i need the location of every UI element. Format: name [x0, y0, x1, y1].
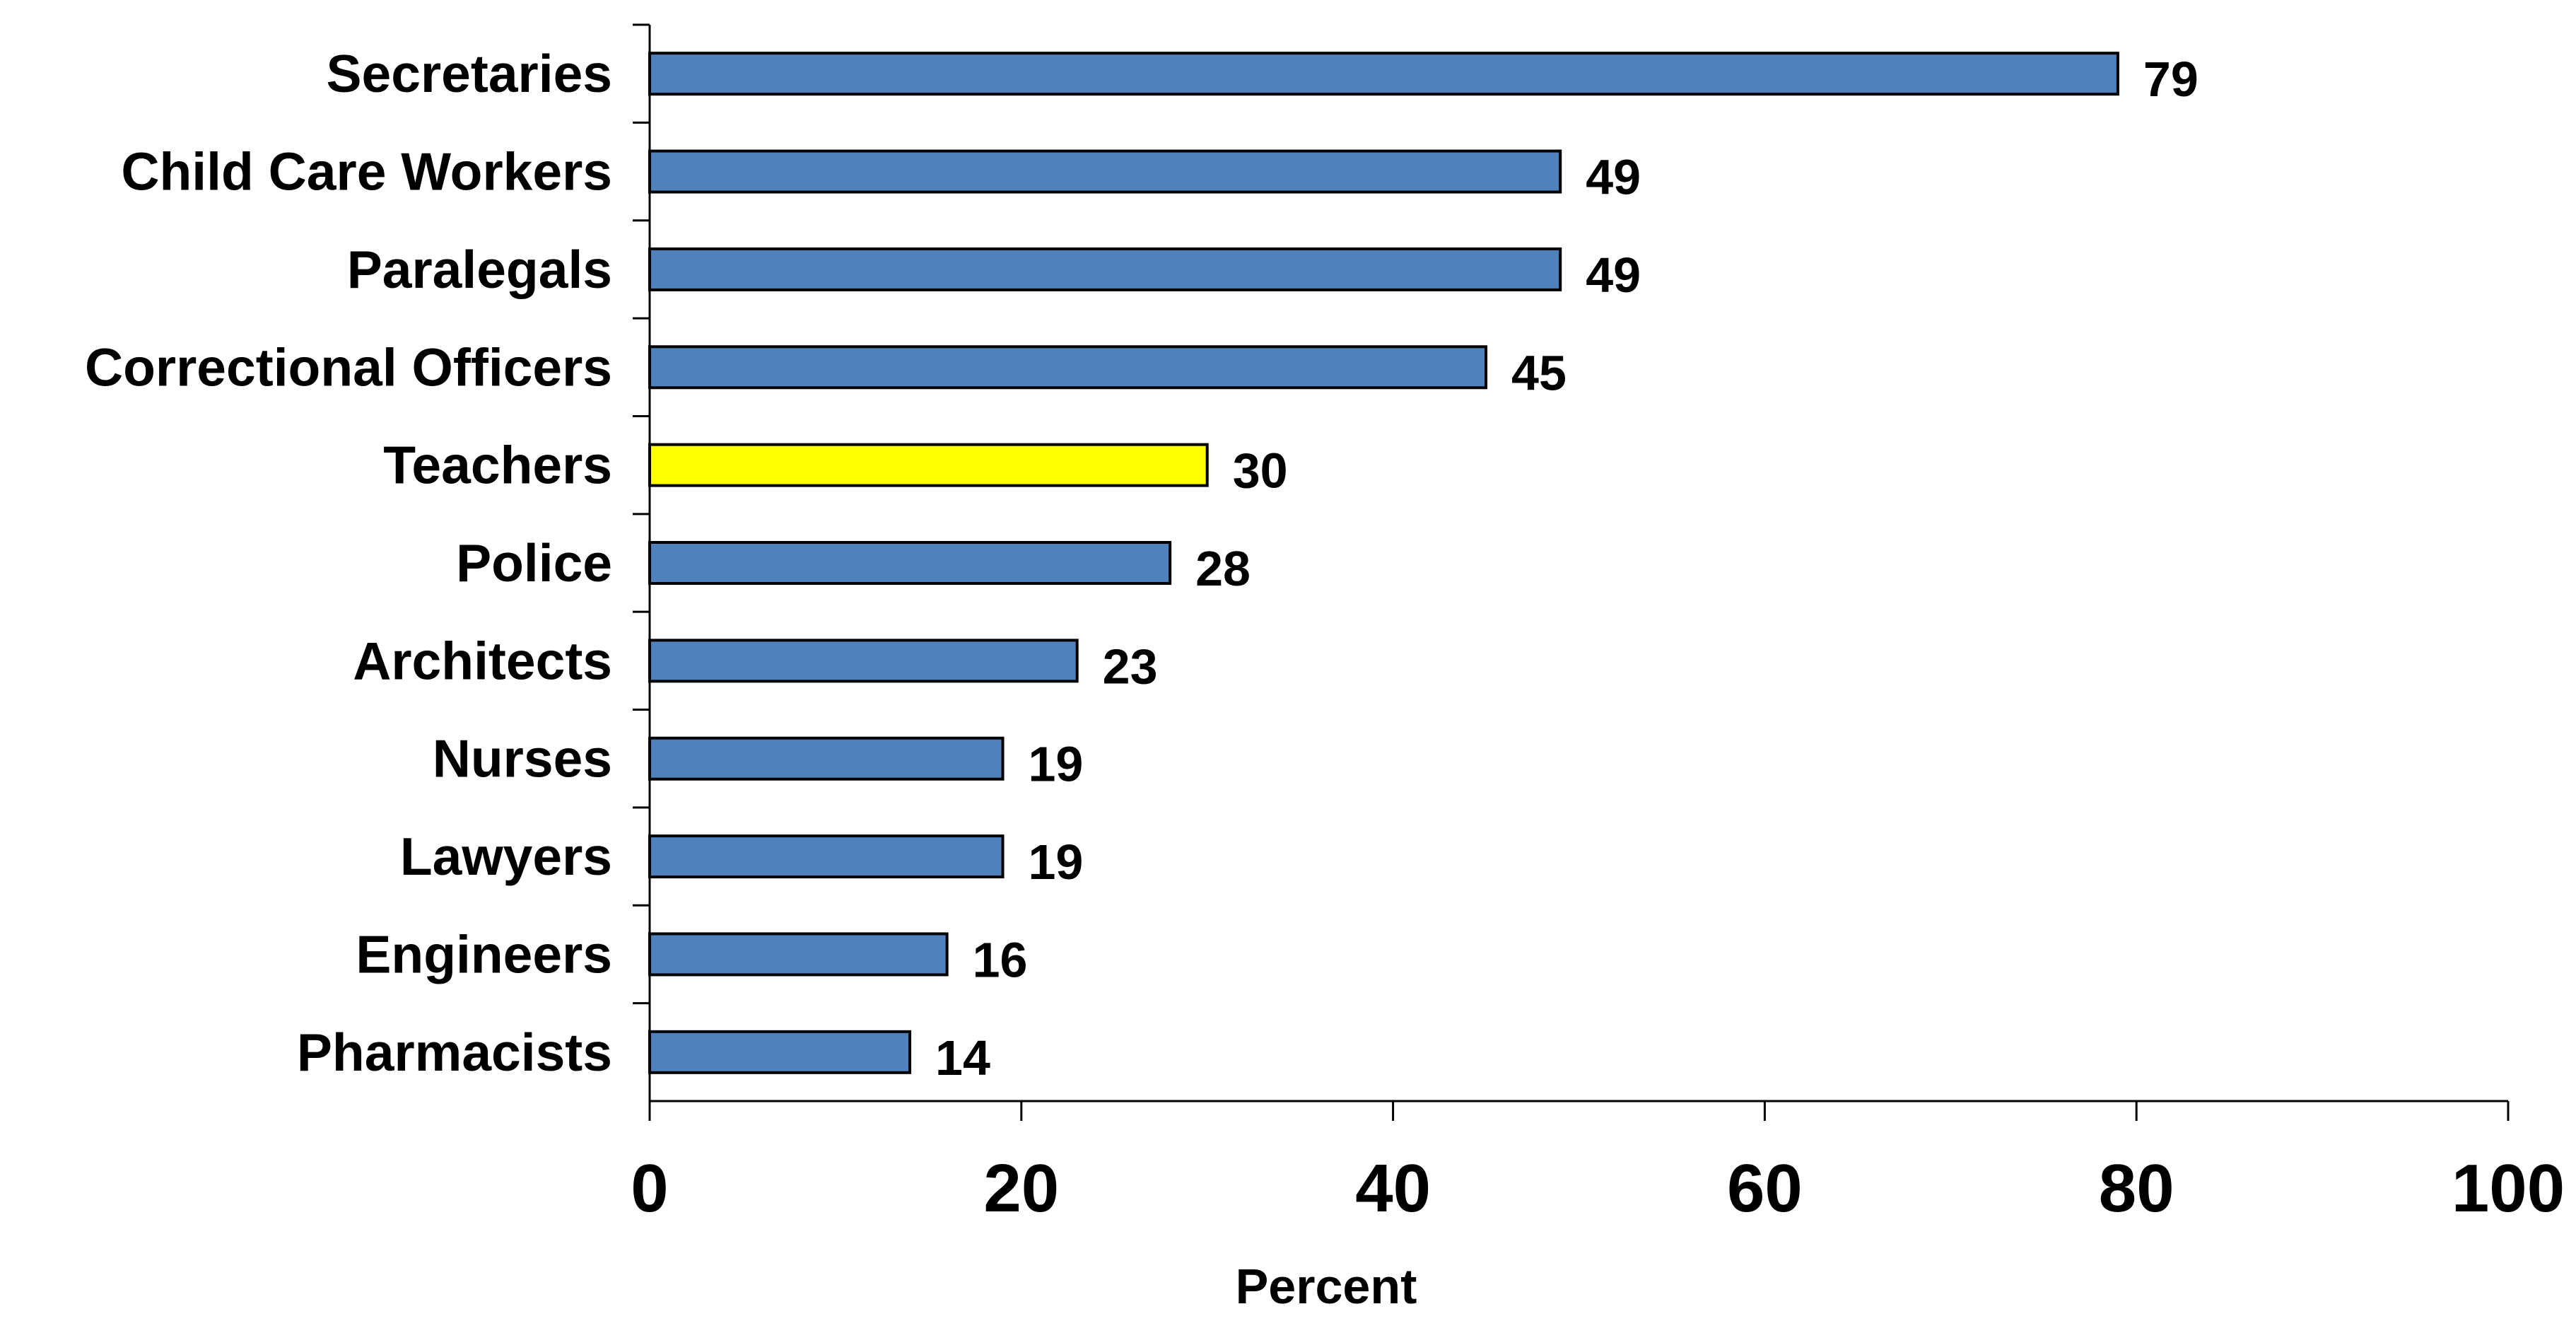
category-label-lawyers: Lawyers	[400, 827, 612, 886]
bars-layer	[648, 52, 2119, 1074]
category-label-nurses: Nurses	[433, 729, 612, 788]
x-axis-ticks: 0 20 40 60 80 100	[631, 1101, 2565, 1226]
value-label-correctional-officers: 45	[1511, 345, 1567, 400]
category-label-paralegals: Paralegals	[347, 240, 612, 299]
x-tick-label-20: 20	[983, 1151, 1059, 1226]
value-label-paralegals: 49	[1586, 248, 1641, 303]
value-label-pharmacists: 14	[935, 1030, 990, 1086]
category-label-engineers: Engineers	[356, 924, 612, 984]
category-label-teachers: Teachers	[383, 436, 612, 495]
value-label-engineers: 16	[973, 932, 1028, 987]
bar-engineers	[648, 932, 949, 977]
bar-lawyers	[648, 834, 1005, 879]
category-label-child-care-workers: Child Care Workers	[121, 142, 612, 202]
value-label-police: 28	[1195, 541, 1251, 596]
bar-nurses	[648, 736, 1005, 781]
bar-teachers	[648, 443, 1209, 487]
bar-correctional-officers	[648, 345, 1488, 390]
axes	[633, 23, 2508, 1102]
bar-police	[648, 541, 1172, 585]
category-labels: Secretaries Child Care Workers Paralegals C…	[85, 44, 612, 1082]
value-label-teachers: 30	[1233, 443, 1288, 499]
category-label-pharmacists: Pharmacists	[297, 1023, 612, 1082]
bar-pharmacists	[648, 1030, 912, 1074]
value-label-nurses: 19	[1029, 737, 1084, 792]
x-axis-title: Percent	[1236, 1259, 1417, 1314]
category-label-correctional-officers: Correctional Officers	[85, 337, 612, 397]
bar-secretaries	[648, 52, 2119, 96]
x-tick-label-0: 0	[631, 1151, 668, 1226]
value-label-child-care-workers: 49	[1586, 150, 1641, 205]
x-tick-label-40: 40	[1355, 1151, 1431, 1226]
category-label-secretaries: Secretaries	[327, 44, 612, 103]
bar-architects	[648, 639, 1079, 683]
value-label-architects: 23	[1103, 639, 1158, 694]
value-label-lawyers: 19	[1029, 834, 1084, 890]
bar-child-care-workers	[648, 149, 1562, 194]
bar-paralegals	[648, 247, 1562, 291]
category-label-architects: Architects	[353, 631, 612, 690]
x-tick-label-60: 60	[1727, 1151, 1803, 1226]
x-tick-label-80: 80	[2099, 1151, 2174, 1226]
x-tick-label-100: 100	[2452, 1151, 2565, 1226]
value-label-secretaries: 79	[2143, 52, 2199, 107]
category-label-police: Police	[456, 533, 612, 593]
